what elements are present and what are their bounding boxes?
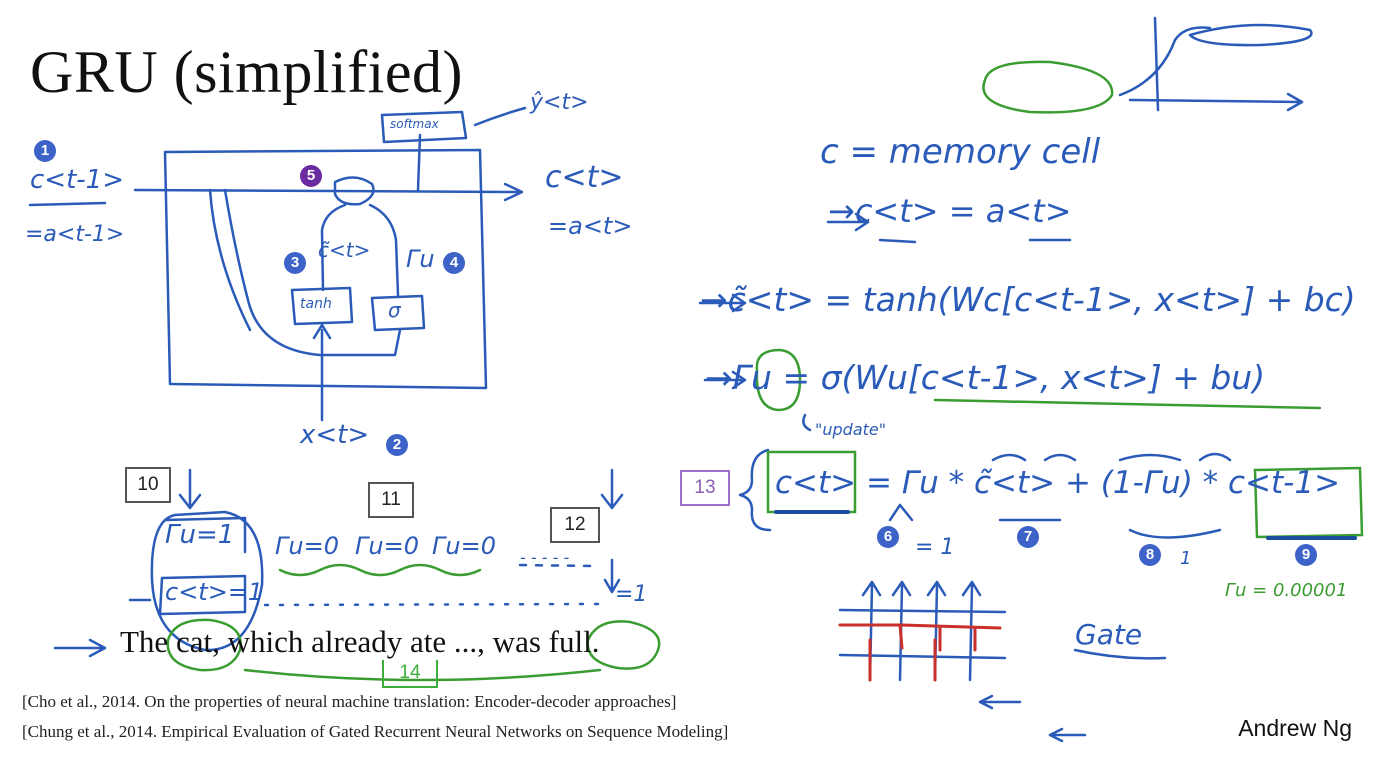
left-curve — [223, 188, 322, 357]
box-10: 10 — [125, 467, 171, 503]
badge-8: 8 — [1139, 544, 1161, 566]
gamma-u-label: Γu — [406, 245, 435, 273]
dots-label: - - - - - — [520, 548, 570, 567]
gate-zero-3: Γu=0 — [432, 532, 496, 560]
memory-cell-note: c = memory cell — [820, 132, 1101, 172]
gamma-line — [368, 203, 400, 297]
eq4-underline — [933, 398, 1322, 410]
ct-one-label: c<t>=1 — [165, 578, 264, 606]
badge-7: 7 — [1017, 526, 1039, 548]
tanh-label: tanh — [300, 296, 332, 312]
reference-cho: [Cho et al., 2014. On the properties of … — [22, 692, 677, 711]
y-hat-label: ŷ<t> — [530, 90, 589, 115]
tanh-box — [290, 286, 354, 326]
x-to-sigma — [320, 328, 402, 357]
tilde-line — [320, 203, 347, 292]
update-arrow — [802, 413, 812, 432]
a-prev-label: =a<t-1> — [25, 222, 125, 247]
badge-9: 9 — [1295, 544, 1317, 566]
was-circle — [586, 620, 661, 670]
gate-blob — [333, 176, 375, 206]
gru-unit-box — [163, 148, 488, 390]
badge-1: 1 — [34, 140, 56, 162]
badge-3: 3 — [284, 252, 306, 274]
arrow-eq3 — [698, 293, 747, 313]
equation-candidate: →c̃<t> = tanh(Wc[c<t-1>, x<t>] + bc) — [700, 280, 1356, 319]
slide-title: GRU (simplified) — [30, 39, 463, 105]
memory-oval — [150, 510, 264, 652]
sigma-box — [370, 294, 426, 332]
arrow-eq2 — [826, 212, 870, 232]
green-oval-top — [982, 60, 1114, 114]
gate-zero-2: Γu=0 — [355, 532, 419, 560]
c-tilde-label: c̃<t> — [318, 238, 371, 262]
softmax-label: softmax — [390, 117, 439, 131]
gate-small-value: Γu = 0.00001 — [1225, 580, 1348, 601]
gate-equals-one: = 1 — [915, 535, 955, 560]
author-name: Andrew Ng — [1238, 715, 1352, 741]
reference-chung: [Chung et al., 2014. Empirical Evaluatio… — [22, 722, 729, 741]
box-14: 14 — [382, 660, 438, 688]
c-t-label: c<t> — [545, 160, 624, 195]
equation-update-gate: →Γu = σ(Wu[c<t-1>, x<t>] + bu) — [705, 358, 1266, 397]
example-sentence: The cat, which already ate ..., was full… — [120, 624, 600, 659]
cat-circle — [166, 618, 242, 672]
gate-zero-1: Γu=0 — [275, 532, 339, 560]
box-12: 12 — [550, 507, 600, 543]
one-label: 1 — [1180, 548, 1192, 569]
badge-5: 5 — [300, 165, 322, 187]
softmax-box — [380, 110, 468, 144]
badge-4: 4 — [443, 252, 465, 274]
gate-label: Gate — [1075, 618, 1143, 651]
gate-one-label: Γu=1 — [165, 520, 235, 550]
box-11: 11 — [368, 482, 414, 518]
c-prev-label: c<t-1> — [30, 165, 124, 195]
equation-c-equals-a: →c<t> = a<t> — [828, 192, 1072, 230]
a-t-label: =a<t> — [548, 212, 633, 240]
box-13: 13 — [680, 470, 730, 506]
badge-6: 6 — [877, 526, 899, 548]
memory-line — [133, 188, 522, 194]
update-label: "update" — [815, 420, 887, 439]
wavy-underline — [278, 563, 482, 577]
arrow-eq4 — [703, 370, 747, 390]
memory-line-arrow — [503, 182, 524, 202]
softmax-line — [416, 133, 422, 192]
equation-memory-update: c<t> = Γu * c̃<t> + (1-Γu) * c<t-1> — [775, 465, 1341, 501]
yhat-arrow — [473, 106, 527, 127]
sigma-label: σ — [388, 298, 401, 322]
gamma-circle — [755, 348, 802, 412]
equals-one-label: =1 — [615, 582, 648, 607]
left-curve-2 — [208, 188, 252, 332]
badge-2: 2 — [386, 434, 408, 456]
x-t-label: x<t> — [300, 420, 370, 450]
